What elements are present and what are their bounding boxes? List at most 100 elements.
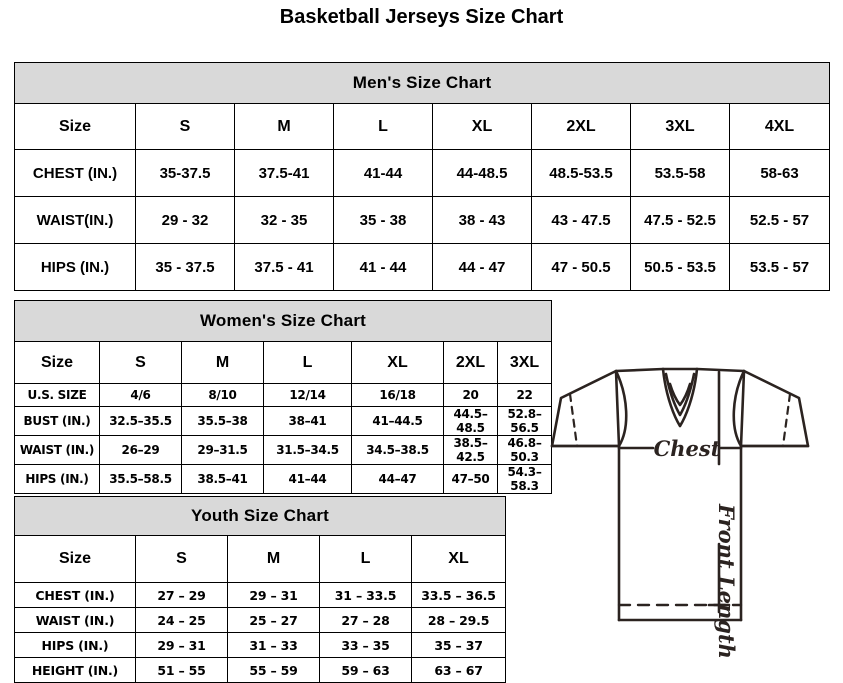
womens-us-size-m: 8/10 (181, 383, 264, 407)
mens-col-header-2xl: 2XL (531, 103, 631, 150)
womens-waist-l: 31.5–34.5 (263, 435, 352, 465)
mens-header-row: Size S M L XL 2XL 3XL 4XL (14, 103, 831, 150)
mens-hips-m: 37.5 - 41 (234, 243, 334, 291)
womens-bust-xl: 41–44.5 (351, 406, 444, 436)
youth-row-label-chest: CHEST (IN.) (14, 582, 136, 608)
womens-bust-l: 38–41 (263, 406, 352, 436)
womens-row-label-waist: WAIST (IN.) (14, 435, 100, 465)
mens-row-label-hips: HIPS (IN.) (14, 243, 136, 291)
table-row: HIPS (IN.) 35 - 37.5 37.5 - 41 41 - 44 4… (14, 243, 831, 291)
youth-hips-xl: 35 – 37 (410, 632, 507, 658)
right-sleeve-shape (739, 369, 810, 448)
table-row: CHEST (IN.) 35-37.5 37.5-41 41-44 44-48.… (14, 149, 831, 197)
womens-col-header-2xl: 2XL (443, 341, 498, 384)
youth-col-header-xl: XL (410, 535, 507, 583)
chest-label: Chest (654, 436, 721, 461)
youth-col-header-m: M (227, 535, 320, 583)
jersey-measurement-diagram: Chest Front Length (520, 358, 840, 658)
mens-hips-s: 35 - 37.5 (135, 243, 235, 291)
womens-row-label-hips: HIPS (IN.) (14, 464, 100, 494)
right-cuff-dashed-line (781, 392, 792, 448)
mens-chest-l: 41-44 (333, 149, 433, 197)
youth-col-header-size: Size (14, 535, 136, 583)
womens-hips-3xl: 54.3–58.3 (496, 464, 553, 494)
front-length-label: Front Length (714, 503, 739, 658)
womens-us-size-2xl: 20 (443, 383, 498, 407)
mens-size-chart-table: Men's Size Chart Size S M L XL 2XL 3XL 4… (13, 62, 831, 291)
v-neck-inner-line-2 (668, 382, 692, 407)
youth-waist-s: 24 – 25 (135, 607, 228, 633)
table-row: WAIST (IN.) 26–29 29–31.5 31.5–34.5 34.5… (14, 435, 553, 465)
mens-waist-3xl: 47.5 - 52.5 (630, 196, 730, 244)
right-armhole-curve (732, 369, 746, 448)
mens-row-label-waist: WAIST(IN.) (14, 196, 136, 244)
womens-col-header-s: S (99, 341, 182, 384)
table-row: CHEST (IN.) 27 – 29 29 – 31 31 – 33.5 33… (14, 582, 507, 608)
mens-waist-l: 35 - 38 (333, 196, 433, 244)
mens-chest-3xl: 53.5-58 (630, 149, 730, 197)
left-armhole-curve (614, 369, 628, 448)
mens-waist-m: 32 - 35 (234, 196, 334, 244)
womens-hips-m: 38.5–41 (181, 464, 264, 494)
womens-size-chart-table: Women's Size Chart Size S M L XL 2XL 3XL… (13, 300, 553, 494)
left-cuff-dashed-line (568, 392, 579, 448)
mens-chest-s: 35-37.5 (135, 149, 235, 197)
mens-chest-m: 37.5-41 (234, 149, 334, 197)
youth-waist-xl: 28 – 29.5 (410, 607, 507, 633)
mens-band-row: Men's Size Chart (13, 62, 831, 104)
youth-hips-l: 33 – 35 (319, 632, 412, 658)
womens-us-size-xl: 16/18 (351, 383, 444, 407)
table-row: WAIST(IN.) 29 - 32 32 - 35 35 - 38 38 - … (14, 196, 831, 244)
womens-waist-2xl: 38.5–42.5 (443, 435, 498, 465)
womens-bust-m: 35.5–38 (181, 406, 264, 436)
youth-chest-l: 31 – 33.5 (319, 582, 412, 608)
womens-col-header-m: M (181, 341, 264, 384)
v-neck-outer-line (661, 367, 699, 428)
youth-col-header-s: S (135, 535, 228, 583)
youth-row-label-waist: WAIST (IN.) (14, 607, 136, 633)
table-row: HIPS (IN.) 35.5–58.5 38.5–41 41–44 44–47… (14, 464, 553, 494)
womens-hips-2xl: 47–50 (443, 464, 498, 494)
womens-band-row: Women's Size Chart (13, 300, 553, 342)
womens-waist-xl: 34.5–38.5 (351, 435, 444, 465)
table-row: BUST (IN.) 32.5–35.5 35.5–38 38–41 41–44… (14, 406, 553, 436)
mens-col-header-4xl: 4XL (728, 103, 831, 150)
mens-col-header-m: M (234, 103, 334, 150)
youth-waist-m: 25 – 27 (227, 607, 320, 633)
mens-hips-xl: 44 - 47 (432, 243, 532, 291)
mens-hips-2xl: 47 - 50.5 (531, 243, 631, 291)
mens-row-label-chest: CHEST (IN.) (14, 149, 136, 197)
womens-col-header-l: L (263, 341, 352, 384)
womens-row-label-us-size: U.S. SIZE (14, 383, 100, 407)
womens-col-header-size: Size (14, 341, 100, 384)
mens-waist-2xl: 43 - 47.5 (531, 196, 631, 244)
mens-waist-xl: 38 - 43 (432, 196, 532, 244)
youth-chest-xl: 33.5 – 36.5 (410, 582, 507, 608)
womens-hips-xl: 44–47 (351, 464, 444, 494)
womens-bust-2xl: 44.5–48.5 (443, 406, 498, 436)
youth-col-header-l: L (319, 535, 412, 583)
womens-waist-m: 29–31.5 (181, 435, 264, 465)
youth-size-chart-table: Youth Size Chart Size S M L XL CHEST (IN… (13, 496, 507, 683)
table-row: U.S. SIZE 4/6 8/10 12/14 16/18 20 22 (14, 383, 553, 407)
womens-us-size-l: 12/14 (263, 383, 352, 407)
left-sleeve-shape (550, 369, 621, 448)
mens-hips-l: 41 - 44 (333, 243, 433, 291)
womens-bust-s: 32.5–35.5 (99, 406, 182, 436)
youth-waist-l: 27 – 28 (319, 607, 412, 633)
youth-chest-m: 29 – 31 (227, 582, 320, 608)
womens-us-size-s: 4/6 (99, 383, 182, 407)
v-neck-inner-line-1 (664, 372, 696, 417)
youth-header-row: Size S M L XL (14, 535, 507, 583)
womens-col-header-3xl: 3XL (496, 341, 553, 384)
mens-col-header-xl: XL (432, 103, 532, 150)
mens-col-header-s: S (135, 103, 235, 150)
womens-header-row: Size S M L XL 2XL 3XL (14, 341, 553, 384)
mens-hips-4xl: 53.5 - 57 (728, 243, 831, 291)
mens-chest-2xl: 48.5-53.5 (531, 149, 631, 197)
table-row: HIPS (IN.) 29 – 31 31 – 33 33 – 35 35 – … (14, 632, 507, 658)
mens-chest-4xl: 58-63 (728, 149, 831, 197)
womens-band-title: Women's Size Chart (13, 300, 553, 342)
right-shoulder-line (695, 367, 746, 373)
mens-chest-xl: 44-48.5 (432, 149, 532, 197)
